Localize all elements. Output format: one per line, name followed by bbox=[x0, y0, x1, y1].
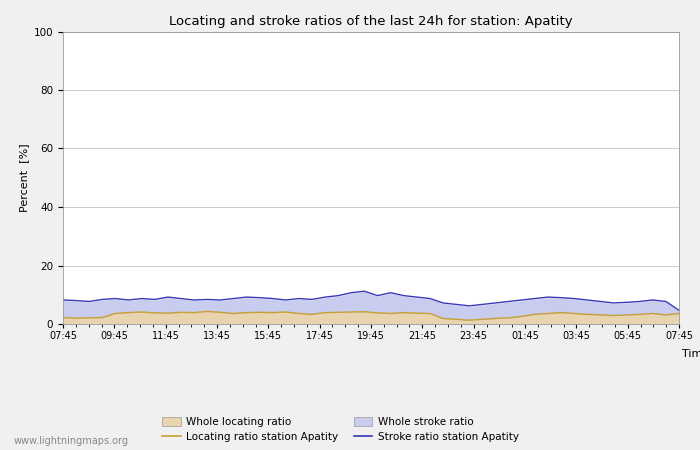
Y-axis label: Percent  [%]: Percent [%] bbox=[20, 144, 29, 212]
Text: www.lightningmaps.org: www.lightningmaps.org bbox=[14, 436, 129, 446]
Title: Locating and stroke ratios of the last 24h for station: Apatity: Locating and stroke ratios of the last 2… bbox=[169, 14, 573, 27]
Legend: Whole locating ratio, Locating ratio station Apatity, Whole stroke ratio, Stroke: Whole locating ratio, Locating ratio sta… bbox=[162, 417, 519, 442]
Text: Time: Time bbox=[682, 349, 700, 359]
